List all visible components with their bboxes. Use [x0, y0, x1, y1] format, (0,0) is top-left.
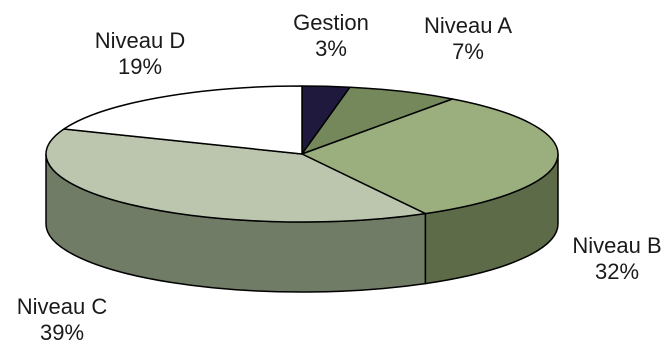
slice-niveau-d	[63, 85, 303, 155]
label-niveau-b: Niveau B 32%	[572, 233, 661, 285]
slice-niveau-b	[301, 98, 559, 215]
label-niveau-d-name: Niveau D	[94, 28, 186, 53]
label-niveau-d-value: 19%	[117, 54, 163, 79]
label-gestion-value: 3%	[315, 36, 347, 61]
label-niveau-b-value: 32%	[594, 259, 640, 284]
slice-niveau-c	[45, 128, 427, 223]
slice-niveau-a	[301, 86, 454, 155]
label-niveau-a-name: Niveau A	[423, 13, 513, 38]
label-gestion-name: Gestion	[293, 10, 369, 35]
label-niveau-d: Niveau D 19%	[95, 28, 185, 80]
label-niveau-c: Niveau C 39%	[17, 294, 107, 346]
label-niveau-c-value: 39%	[39, 320, 85, 345]
label-niveau-a-value: 7%	[452, 39, 484, 64]
label-niveau-c-name: Niveau C	[16, 294, 108, 319]
label-niveau-b-name: Niveau B	[572, 233, 662, 258]
label-gestion: Gestion 3%	[293, 10, 369, 62]
label-niveau-a: Niveau A 7%	[424, 13, 512, 65]
